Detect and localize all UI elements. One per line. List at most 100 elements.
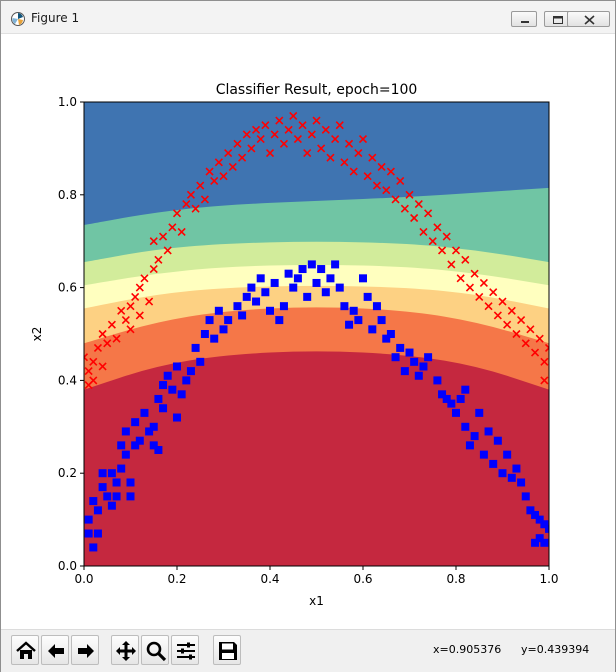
class-0-point — [256, 274, 265, 283]
configure-subplots-icon — [177, 642, 195, 660]
class-0-point — [140, 408, 149, 417]
y-tick-label: 0.4 — [58, 373, 77, 387]
class-0-point — [159, 404, 168, 413]
class-0-point — [461, 422, 470, 431]
home-button[interactable] — [11, 635, 39, 665]
class-0-point — [154, 446, 163, 454]
class-1-point — [493, 311, 502, 320]
class-0-point — [405, 348, 414, 357]
class-0-point — [312, 278, 321, 287]
class-0-point — [447, 399, 456, 408]
class-1-point — [475, 292, 484, 301]
class-0-point — [345, 320, 354, 329]
back-button[interactable] — [41, 635, 69, 665]
class-1-point — [93, 343, 103, 352]
class-1-point — [517, 316, 526, 325]
class-0-point — [326, 274, 335, 283]
y-tick-label: 0.6 — [58, 281, 77, 295]
class-1-point — [340, 158, 349, 167]
class-1-point — [484, 302, 493, 311]
class-1-point — [84, 367, 93, 376]
pan-button[interactable] — [111, 635, 139, 665]
class-0-point — [419, 362, 428, 371]
class-1-point — [163, 246, 172, 255]
minimize-button[interactable] — [511, 11, 537, 27]
class-0-point — [168, 385, 177, 394]
class-1-point — [121, 316, 130, 325]
class-1-point — [177, 227, 186, 236]
class-1-point — [461, 255, 470, 264]
class-0-point — [475, 408, 484, 417]
class-1-point — [544, 343, 549, 352]
class-0-point — [479, 450, 488, 459]
class-0-point — [540, 538, 549, 547]
class-0-point — [219, 325, 228, 334]
class-1-point — [112, 334, 121, 343]
class-1-point — [182, 200, 191, 209]
class-0-point — [465, 441, 474, 450]
class-1-point — [349, 167, 358, 176]
class-1-point — [270, 130, 279, 139]
forward-button[interactable] — [71, 635, 99, 665]
class-0-point — [89, 543, 98, 552]
class-1-point — [205, 167, 214, 176]
class-0-point — [135, 436, 144, 445]
class-1-point — [303, 148, 312, 158]
class-0-point — [159, 381, 168, 390]
home-icon — [16, 641, 36, 659]
back-arrow-icon — [48, 644, 64, 658]
class-1-point — [498, 297, 507, 306]
title-bar[interactable]: Figure 1 — [1, 1, 615, 34]
class-0-point — [112, 492, 121, 501]
class-1-point — [256, 135, 265, 144]
class-1-point — [391, 195, 400, 204]
class-1-point — [414, 200, 423, 209]
class-1-point — [275, 116, 284, 125]
class-1-point — [526, 325, 535, 334]
class-1-point — [405, 190, 414, 199]
scatter-plot[interactable]: 0.0 0.2 0.4 0.6 0.8 1.0 0.0 0.2 0.4 0.6 0.8 1.0 Cla… — [9, 34, 608, 627]
x-tick-label: 0.6 — [353, 572, 372, 586]
close-button[interactable] — [567, 11, 610, 27]
class-1-point — [107, 320, 116, 329]
class-1-point — [172, 209, 182, 218]
class-1-point — [214, 158, 223, 167]
class-1-point — [242, 130, 251, 139]
chart-title: Classifier Result, epoch=100 — [216, 82, 418, 98]
class-0-point — [470, 432, 479, 441]
class-1-point — [251, 125, 261, 134]
class-0-point — [131, 418, 140, 427]
class-1-point — [196, 181, 205, 190]
class-1-point — [377, 162, 386, 172]
class-1-point — [293, 135, 302, 144]
class-1-point — [358, 135, 368, 144]
y-axis-label: x2 — [30, 327, 44, 342]
class-0-point — [93, 506, 102, 515]
axis-ticks: 0.0 0.2 0.4 0.6 0.8 1.0 0.0 0.2 0.4 0.6 0.8 1.0 — [58, 95, 559, 586]
class-1-point — [503, 320, 512, 329]
class-0-point — [489, 459, 498, 468]
class-0-point — [224, 316, 233, 325]
class-1-point — [354, 148, 363, 158]
class-0-point — [112, 478, 121, 487]
class-0-point — [293, 274, 302, 283]
configure-subplots-button[interactable] — [171, 635, 199, 665]
class-1-point — [410, 213, 419, 223]
class-0-point — [121, 450, 130, 459]
class-1-point — [451, 246, 461, 255]
pan-icon — [116, 641, 136, 661]
matplotlib-logo-icon — [11, 12, 25, 26]
zoom-button[interactable] — [141, 635, 169, 665]
class-0-point — [438, 390, 447, 399]
data-points — [84, 111, 549, 552]
class-1-point — [126, 325, 135, 334]
y-tick-label: 1.0 — [58, 95, 77, 109]
class-0-point — [335, 283, 344, 292]
class-0-point — [214, 306, 223, 315]
class-0-point — [507, 473, 516, 482]
figure-canvas[interactable]: 0.0 0.2 0.4 0.6 0.8 1.0 0.0 0.2 0.4 0.6 0.8 1.0 Cla… — [9, 34, 608, 627]
class-0-point — [545, 524, 549, 533]
class-1-point — [317, 144, 326, 153]
class-0-point — [391, 353, 400, 362]
save-button[interactable] — [213, 635, 241, 665]
